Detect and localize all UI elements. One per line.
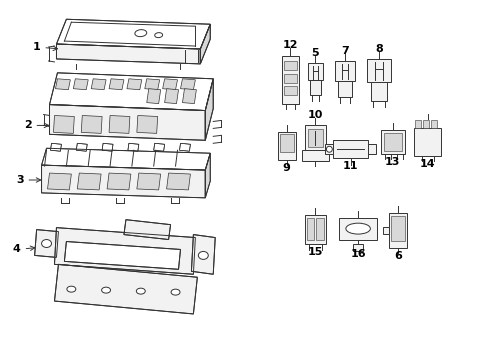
Ellipse shape: [102, 287, 110, 293]
Polygon shape: [153, 143, 164, 151]
Polygon shape: [338, 81, 351, 96]
Polygon shape: [414, 121, 420, 129]
Polygon shape: [137, 116, 157, 133]
Text: 4: 4: [13, 244, 35, 255]
Polygon shape: [283, 86, 296, 95]
Polygon shape: [182, 89, 196, 104]
Text: 3: 3: [16, 175, 41, 185]
Polygon shape: [41, 165, 205, 198]
Polygon shape: [307, 129, 323, 147]
Polygon shape: [76, 143, 87, 151]
Polygon shape: [390, 216, 404, 240]
Polygon shape: [335, 61, 354, 81]
Polygon shape: [281, 56, 298, 104]
Circle shape: [325, 146, 332, 152]
Polygon shape: [146, 89, 161, 104]
Polygon shape: [333, 140, 367, 158]
Polygon shape: [54, 264, 197, 314]
Text: 10: 10: [307, 109, 323, 120]
Ellipse shape: [171, 289, 180, 295]
Polygon shape: [191, 235, 215, 274]
Ellipse shape: [136, 288, 145, 294]
Polygon shape: [383, 133, 401, 151]
Polygon shape: [164, 89, 178, 104]
Polygon shape: [304, 215, 325, 244]
Text: 5: 5: [311, 48, 319, 58]
Polygon shape: [380, 130, 404, 154]
Polygon shape: [429, 121, 436, 129]
Polygon shape: [180, 79, 195, 90]
Polygon shape: [304, 125, 325, 161]
Polygon shape: [77, 173, 101, 190]
Polygon shape: [64, 242, 180, 269]
Polygon shape: [306, 218, 314, 239]
Polygon shape: [370, 82, 386, 100]
Polygon shape: [339, 218, 376, 239]
Ellipse shape: [41, 239, 51, 247]
Polygon shape: [81, 116, 102, 133]
Polygon shape: [413, 129, 441, 156]
Text: 16: 16: [349, 249, 365, 260]
Polygon shape: [91, 79, 106, 90]
Polygon shape: [283, 74, 296, 83]
Text: 12: 12: [282, 40, 297, 50]
Polygon shape: [73, 79, 88, 90]
Polygon shape: [279, 134, 293, 152]
Polygon shape: [102, 143, 113, 151]
Polygon shape: [179, 143, 190, 151]
Polygon shape: [53, 116, 74, 133]
Polygon shape: [422, 121, 427, 129]
Ellipse shape: [345, 223, 369, 234]
Polygon shape: [54, 228, 195, 274]
Polygon shape: [144, 79, 160, 90]
Polygon shape: [388, 213, 406, 248]
Polygon shape: [163, 79, 177, 90]
Polygon shape: [49, 73, 213, 111]
Text: 9: 9: [282, 163, 290, 173]
Polygon shape: [283, 61, 296, 70]
Polygon shape: [166, 173, 190, 190]
Polygon shape: [56, 19, 210, 49]
Polygon shape: [123, 220, 170, 239]
Ellipse shape: [198, 251, 208, 260]
Polygon shape: [109, 116, 130, 133]
Polygon shape: [205, 79, 213, 140]
Polygon shape: [316, 218, 324, 239]
Text: 1: 1: [33, 42, 58, 52]
Polygon shape: [41, 148, 210, 170]
Text: 11: 11: [342, 161, 358, 171]
Polygon shape: [56, 44, 200, 64]
Polygon shape: [309, 80, 320, 95]
Polygon shape: [277, 132, 295, 160]
Polygon shape: [47, 173, 71, 190]
Polygon shape: [35, 230, 59, 257]
Text: 15: 15: [307, 247, 323, 257]
Text: 2: 2: [24, 121, 48, 130]
Text: 8: 8: [374, 44, 382, 54]
Polygon shape: [367, 144, 375, 154]
Polygon shape: [50, 143, 61, 151]
Text: 14: 14: [419, 159, 434, 169]
Polygon shape: [325, 144, 333, 154]
Polygon shape: [55, 79, 70, 90]
Polygon shape: [137, 173, 161, 190]
Polygon shape: [366, 59, 390, 82]
Text: 7: 7: [341, 46, 348, 56]
Polygon shape: [352, 244, 362, 251]
Polygon shape: [307, 63, 323, 80]
Polygon shape: [49, 105, 205, 140]
Polygon shape: [109, 79, 123, 90]
Polygon shape: [301, 150, 328, 161]
Ellipse shape: [67, 286, 76, 292]
Polygon shape: [200, 24, 210, 64]
Polygon shape: [127, 79, 142, 90]
Polygon shape: [107, 173, 131, 190]
Polygon shape: [205, 153, 210, 198]
Text: 13: 13: [385, 157, 400, 167]
Polygon shape: [382, 227, 388, 234]
Polygon shape: [128, 143, 139, 151]
Text: 6: 6: [393, 251, 401, 261]
